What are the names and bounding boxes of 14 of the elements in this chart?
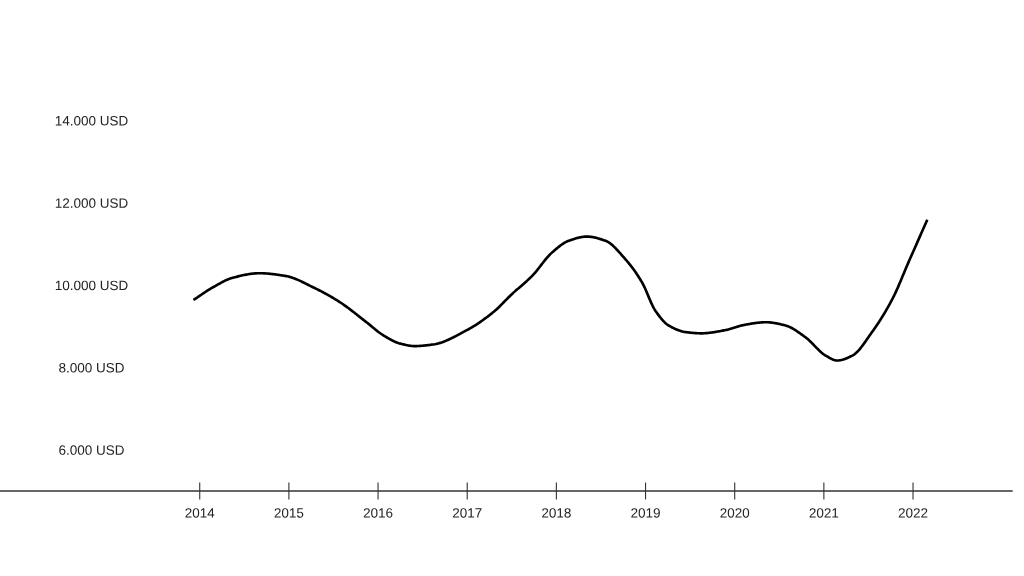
x-tick-label: 2021 (809, 508, 839, 518)
x-tick-label: 2022 (898, 508, 928, 518)
x-tick-label: 2014 (185, 508, 215, 518)
y-tick-label: 14.000 USD (55, 115, 128, 126)
x-tick-label: 2020 (720, 508, 750, 518)
x-tick-label: 2018 (542, 508, 571, 518)
x-tick-label: 2016 (363, 508, 393, 518)
x-tick-label: 2017 (452, 508, 482, 518)
y-tick-label: 6.000 USD (59, 445, 124, 455)
x-tick-label: 2015 (274, 508, 304, 518)
x-tick-label: 2019 (631, 508, 660, 518)
y-tick-label: 10.000 USD (55, 280, 128, 291)
y-tick-label: 12.000 USD (55, 198, 128, 208)
y-tick-label: 8.000 USD (59, 362, 124, 373)
